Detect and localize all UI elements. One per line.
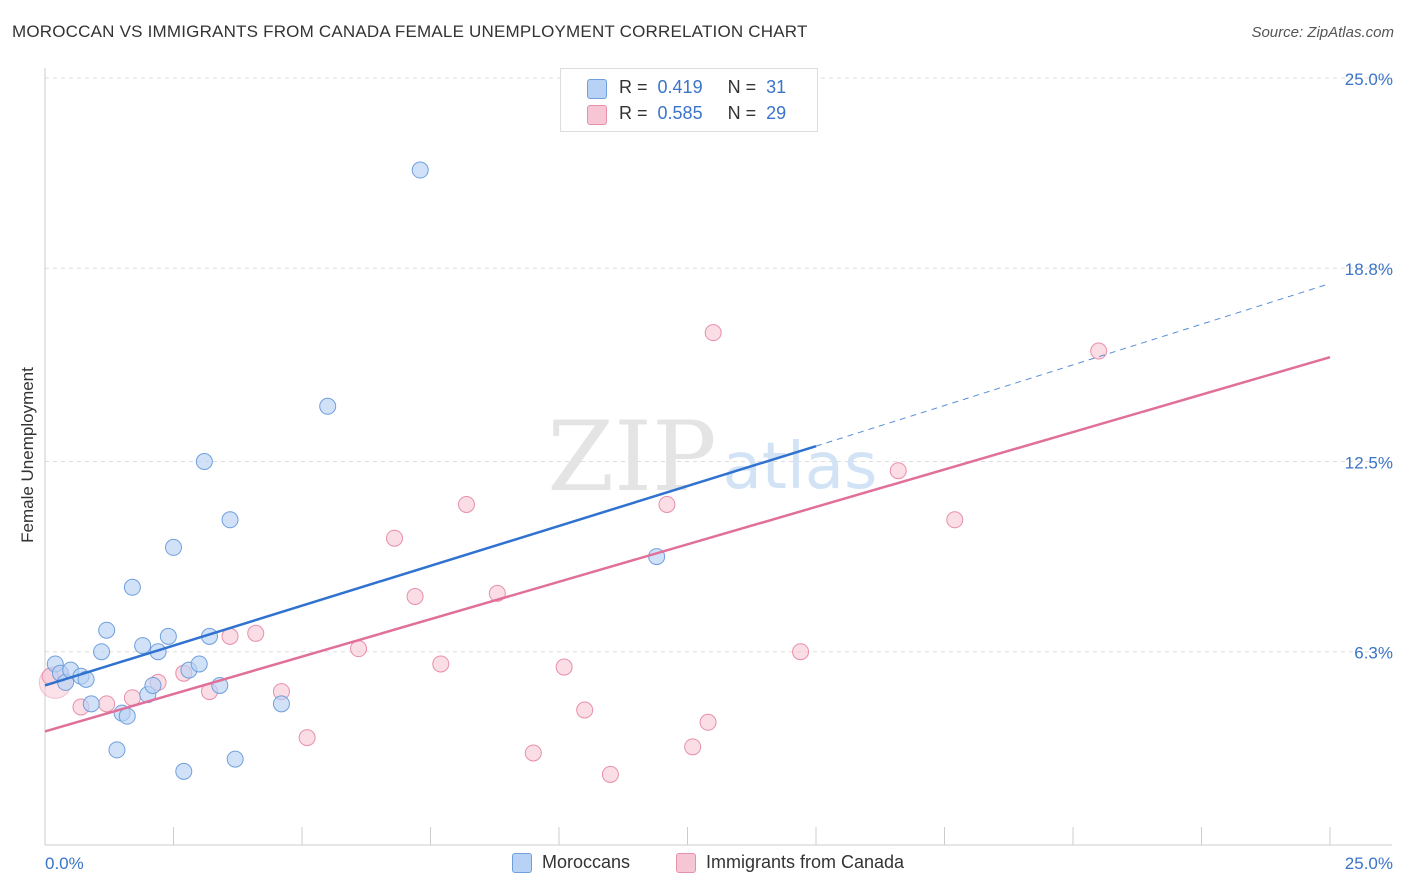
- canada-point: [704, 324, 722, 342]
- y-tick-label: 6.3%: [1354, 644, 1393, 663]
- watermark-zip: ZIP: [547, 401, 716, 513]
- moroccan-point: [159, 627, 177, 645]
- canada-point: [792, 643, 810, 661]
- canada-point: [946, 511, 964, 529]
- moroccan-point: [93, 643, 111, 661]
- canada-point: [555, 658, 573, 676]
- n-label: N =: [727, 103, 757, 123]
- moroccan-point: [77, 670, 95, 688]
- moroccans-swatch: [587, 79, 607, 99]
- moroccan-point: [221, 511, 239, 529]
- canada-point: [684, 738, 702, 756]
- canada-point: [1090, 342, 1108, 360]
- trend-lines: [44, 283, 1331, 733]
- moroccan-trend-line: [44, 444, 817, 687]
- source-label: Source: ZipAtlas.com: [1251, 24, 1394, 41]
- moroccans-n-value: 31: [766, 77, 787, 97]
- moroccan-point: [108, 741, 126, 759]
- canada-trend-line: [44, 355, 1331, 733]
- moroccan-point: [144, 676, 162, 694]
- canada-point: [386, 529, 404, 547]
- canada-point: [457, 495, 475, 513]
- canada-swatch: [587, 105, 607, 125]
- moroccan-points: [46, 161, 666, 780]
- canada-point: [576, 701, 594, 719]
- moroccan-point: [82, 695, 100, 713]
- canada-point: [247, 624, 265, 642]
- moroccan-point: [98, 621, 116, 639]
- y-tick-label: 18.8%: [1345, 260, 1393, 279]
- n-label: N =: [727, 77, 757, 97]
- y-tick-label: 25.0%: [1345, 70, 1393, 89]
- moroccan-point: [165, 538, 182, 556]
- moroccans-legend-label: Moroccans: [542, 852, 631, 872]
- moroccans-r-value: 0.419: [657, 77, 703, 97]
- canada-point: [98, 695, 116, 713]
- canada-legend-label: Immigrants from Canada: [706, 852, 905, 872]
- canada-point: [601, 765, 619, 783]
- canada-point: [889, 462, 907, 480]
- canada-point: [524, 744, 542, 762]
- canada-points: [38, 324, 1108, 783]
- moroccan-point: [190, 655, 208, 673]
- correlation-legend: R = 0.419 N = 31 R = 0.585 N = 29: [560, 68, 818, 132]
- canada-point: [406, 587, 424, 605]
- canada-r-value: 0.585: [657, 103, 703, 123]
- canada-point: [432, 655, 450, 673]
- axes-layer: [44, 68, 1392, 846]
- y-tick-label: 12.5%: [1345, 454, 1393, 473]
- tick-labels: 6.3% 12.5% 18.8% 25.0% 0.0% 25.0%: [45, 70, 1393, 873]
- canada-point: [699, 713, 717, 731]
- moroccans-legend-swatch: [512, 853, 532, 873]
- moroccan-point: [134, 637, 152, 655]
- moroccan-point: [272, 695, 290, 713]
- canada-point: [658, 495, 676, 513]
- canada-legend-swatch: [676, 853, 696, 873]
- x-tick-label-max: 25.0%: [1345, 854, 1393, 873]
- moroccan-point: [411, 161, 429, 179]
- r-label: R =: [619, 77, 648, 97]
- moroccan-point: [319, 397, 337, 415]
- canada-point: [298, 729, 316, 747]
- grid-layer: [45, 77, 1392, 653]
- moroccan-point: [118, 707, 136, 725]
- canada-n-value: 29: [766, 103, 787, 123]
- moroccan-point: [175, 762, 193, 780]
- moroccan-trend-extension: [815, 283, 1331, 447]
- moroccan-point: [195, 453, 213, 470]
- x-tick-label-min: 0.0%: [45, 854, 84, 873]
- chart-title: MOROCCAN VS IMMIGRANTS FROM CANADA FEMAL…: [12, 22, 808, 41]
- watermark: ZIP atlas: [547, 401, 877, 513]
- r-label: R =: [619, 103, 648, 123]
- moroccan-point: [123, 578, 141, 596]
- moroccan-point: [226, 750, 244, 768]
